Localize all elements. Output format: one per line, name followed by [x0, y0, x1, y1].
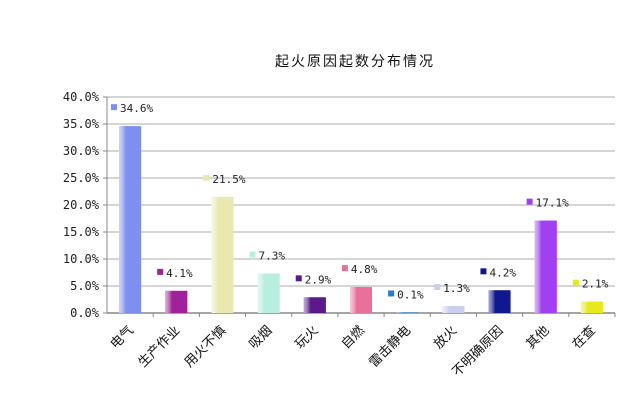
x-tick-label: 放火	[431, 323, 460, 352]
data-label: 1.3%	[443, 282, 470, 295]
label-marker	[388, 290, 395, 297]
x-tick-label: 自燃	[338, 323, 368, 353]
data-label: 34.6%	[120, 102, 153, 115]
x-tick-label: 雷击静电	[367, 323, 414, 370]
bar-shade	[580, 301, 603, 313]
bar-shade	[396, 312, 419, 313]
label-marker	[572, 279, 579, 286]
data-label: 21.5%	[212, 173, 245, 186]
label-marker	[480, 268, 487, 275]
label-marker	[203, 174, 210, 181]
data-label: 7.3%	[259, 250, 286, 263]
label-marker	[526, 198, 533, 205]
bar-shade	[303, 297, 326, 313]
label-marker	[295, 275, 302, 282]
label-marker	[111, 104, 117, 111]
y-tick-label: 30.0%	[63, 144, 100, 158]
x-tick-label: 生产作业	[136, 323, 183, 370]
y-tick-label: 35.0%	[63, 117, 100, 131]
x-tick-label: 其他	[524, 323, 553, 352]
data-label: 4.2%	[489, 266, 516, 279]
x-tick-label: 玩火	[293, 323, 322, 352]
data-label: 0.1%	[397, 288, 424, 301]
data-label: 4.8%	[351, 263, 378, 276]
x-tick-label: 吸烟	[246, 323, 275, 352]
bar-shade	[534, 220, 557, 313]
chart-title: 起火原因起数分布情况	[275, 54, 435, 70]
label-marker	[249, 251, 256, 258]
y-tick-label: 10.0%	[63, 252, 100, 266]
y-tick-label: 40.0%	[63, 90, 100, 104]
y-tick-label: 20.0%	[63, 198, 100, 212]
x-tick-label: 电气	[107, 323, 137, 353]
y-tick-label: 5.0%	[70, 279, 100, 293]
x-tick-label: 不明确原因	[450, 323, 507, 380]
label-marker	[157, 268, 164, 275]
label-marker	[434, 283, 441, 290]
bar-shade	[257, 273, 280, 313]
x-tick-label: 在查	[570, 323, 599, 352]
y-tick-label: 25.0%	[63, 171, 100, 185]
bar-shade	[350, 287, 372, 313]
bar-shade	[165, 290, 188, 313]
data-label: 2.1%	[582, 278, 609, 291]
label-marker	[341, 265, 348, 272]
data-label: 2.9%	[305, 273, 332, 286]
y-tick-label: 15.0%	[63, 225, 100, 239]
bar-shade	[488, 290, 511, 313]
bar-shade	[442, 305, 465, 313]
bar-shade	[211, 196, 234, 313]
data-label: 4.1%	[166, 267, 193, 280]
data-label: 17.1%	[536, 197, 569, 210]
x-tick-label: 用火不慎	[182, 323, 229, 370]
y-tick-label: 0.0%	[70, 306, 100, 320]
bar-shade	[119, 126, 142, 313]
